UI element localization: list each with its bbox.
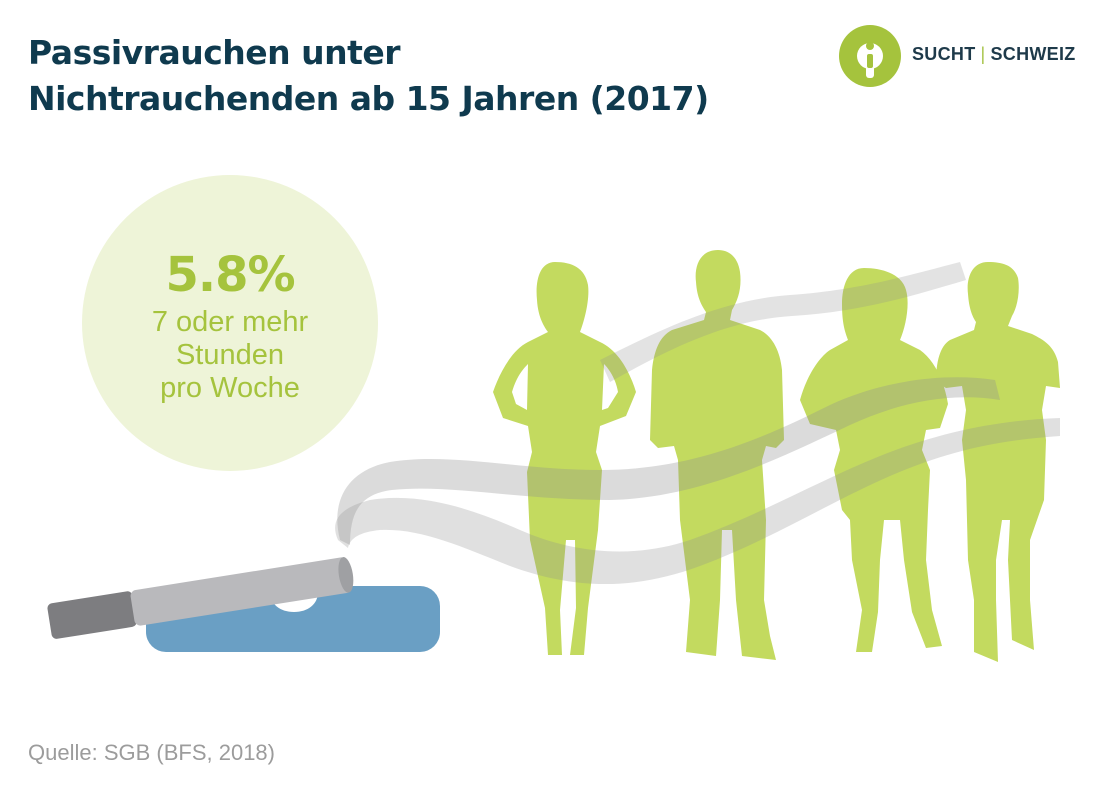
person-silhouette-icon — [936, 262, 1060, 662]
logo-wordmark: SUCHT | SCHWEIZ — [912, 44, 1076, 65]
sucht-schweiz-logo: SUCHT | SCHWEIZ — [838, 24, 1088, 88]
person-silhouette-icon — [800, 268, 948, 652]
stat-circle — [82, 175, 378, 471]
stat-label-line-3: pro Woche — [160, 372, 300, 404]
stat-label-line-1: 7 oder mehr — [151, 306, 309, 338]
stat-callout: 5.8% 7 oder mehr Stunden pro Woche — [80, 244, 380, 405]
smoke-icon — [335, 262, 1060, 585]
person-silhouette-icon — [650, 250, 784, 660]
logo-text-right: SCHWEIZ — [990, 44, 1076, 64]
stat-label-line-2: Stunden — [175, 339, 285, 371]
info-person-icon — [839, 25, 901, 87]
cigarette-icon — [47, 557, 354, 639]
title-line-2: Nichtrauchenden ab 15 Jahren (2017) — [28, 79, 709, 118]
logo-separator: | — [980, 44, 986, 64]
source-note: Quelle: SGB (BFS, 2018) — [28, 740, 275, 765]
title-line-1: Passivrauchen unter — [28, 33, 401, 72]
person-silhouette-icon — [493, 262, 636, 655]
chart-title: Passivrauchen unter Nichtrauchenden ab 1… — [28, 30, 709, 122]
logo-text-left: SUCHT — [912, 44, 976, 64]
stat-value: 5.8% — [165, 247, 295, 303]
people-group — [493, 250, 1060, 662]
